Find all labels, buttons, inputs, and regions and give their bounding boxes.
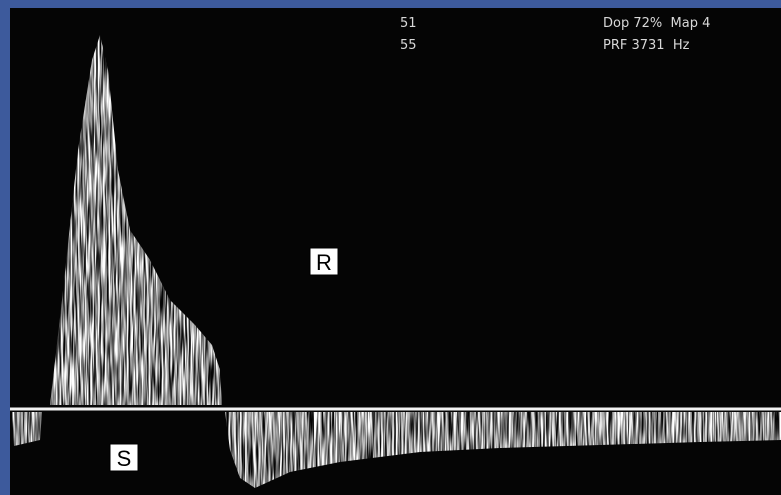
page: 51 55 Dop 72% Map 4 PRF 3731 Hz R S (() … [0,0,781,495]
prf-readout: PRF 3731 Hz [603,38,690,53]
doppler-screen: 51 55 Dop 72% Map 4 PRF 3731 Hz R S [0,0,781,495]
depth-readout: 55 [400,38,417,53]
depth-readout: 51 [400,16,417,31]
doppler-readout: Dop 72% Map 4 [603,16,710,31]
label-r: R [316,250,332,275]
label-s: S [117,446,132,471]
